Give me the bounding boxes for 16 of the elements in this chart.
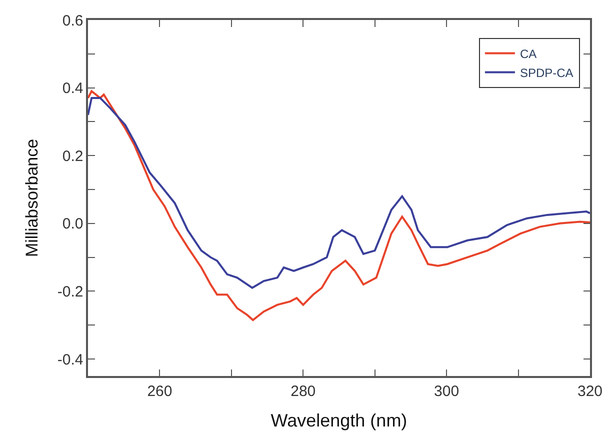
legend-label: CA (520, 46, 537, 61)
y-axis-title: Milliabsorbance (22, 138, 42, 258)
line-series (88, 90, 590, 322)
x-tick-label: 280 (290, 382, 316, 400)
x-axis-title: Wavelength (nm) (270, 410, 408, 430)
y-tick-label: 0.2 (62, 148, 84, 165)
x-tick-label: 320 (577, 382, 603, 400)
y-tick-label: 0.4 (62, 80, 84, 98)
y-tick-label: -0.4 (57, 351, 84, 368)
line-series (88, 96, 590, 289)
y-tick-label: 0.6 (62, 12, 84, 30)
y-tick-label: 0.0 (62, 216, 84, 233)
x-tick-label: 300 (434, 382, 460, 400)
legend-label: SPDP-CA (520, 66, 574, 80)
x-tick-label: 260 (147, 382, 172, 400)
y-tick-label: -0.2 (57, 283, 84, 300)
